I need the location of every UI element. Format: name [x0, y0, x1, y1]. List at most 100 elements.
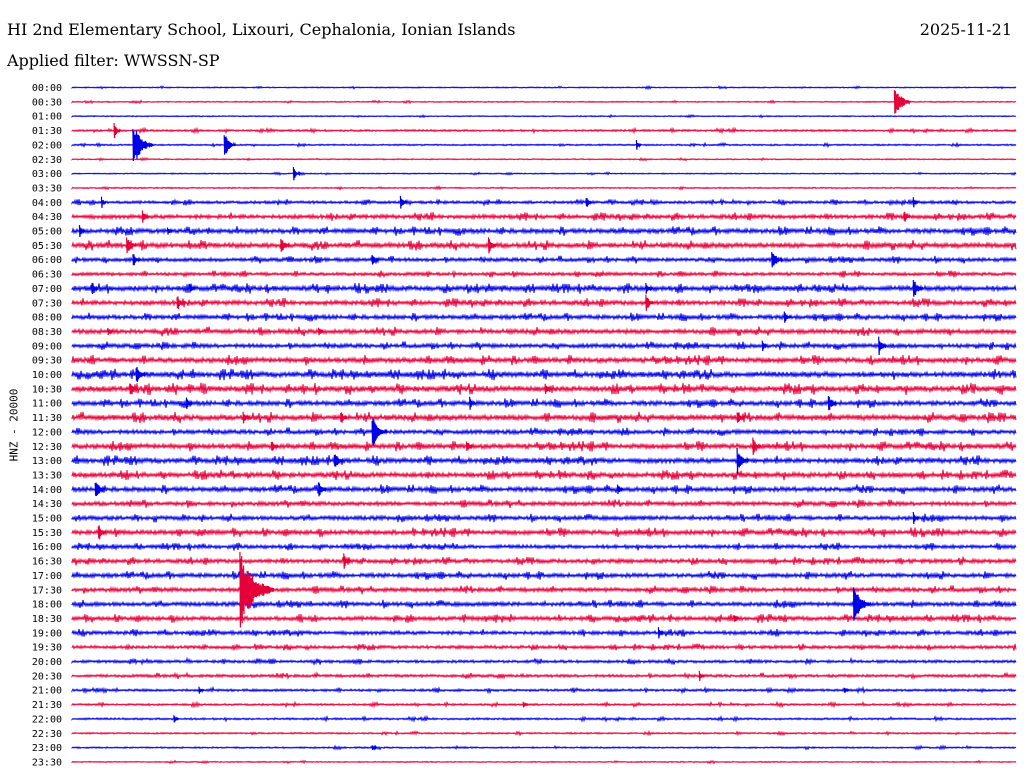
seismic-event — [912, 197, 919, 208]
trace-line — [71, 411, 1017, 424]
seismic-event — [733, 615, 740, 622]
seismic-event — [635, 140, 642, 150]
time-tick-label: 11:00 — [32, 399, 62, 410]
time-tick-label: 03:00 — [32, 169, 62, 180]
trace-line — [71, 239, 1017, 251]
seismic-event — [752, 437, 762, 455]
seismic-event — [843, 687, 850, 693]
station-title: HI 2nd Elementary School, Lixouri, Cepha… — [7, 20, 516, 39]
time-tick-label: 20:00 — [32, 657, 62, 668]
time-tick-label: 23:00 — [32, 743, 62, 754]
trace-line — [71, 714, 1017, 723]
time-tick-label: 22:00 — [32, 714, 62, 725]
seismic-event — [270, 441, 279, 451]
trace-line — [71, 499, 1017, 509]
trace-line — [71, 113, 1017, 119]
time-tick-label: 05:30 — [32, 241, 62, 252]
time-tick-label: 18:30 — [32, 614, 62, 625]
trace-line — [71, 455, 1017, 466]
seismic-event — [97, 525, 107, 540]
seismic-event — [399, 195, 408, 209]
time-tick-label: 15:00 — [32, 514, 62, 525]
time-tick-label: 00:00 — [32, 83, 62, 94]
seismic-event — [129, 383, 138, 395]
trace-line — [71, 427, 1017, 437]
time-tick-label: 18:00 — [32, 600, 62, 611]
seismic-event — [239, 551, 275, 628]
trace-line — [71, 382, 1017, 396]
time-tick-label: 05:00 — [32, 227, 62, 238]
seismic-event — [223, 135, 237, 155]
time-tick-label: 10:00 — [32, 370, 62, 381]
trace-line — [71, 469, 1017, 481]
seismic-event — [736, 412, 746, 423]
trace-line — [71, 197, 1017, 207]
trace-line — [71, 99, 1017, 105]
seismic-event — [135, 366, 147, 383]
trace-line — [71, 84, 1017, 91]
seismic-event — [585, 197, 593, 207]
time-tick-label: 02:00 — [32, 140, 62, 151]
trace-line — [71, 513, 1017, 523]
trace-line — [71, 398, 1017, 409]
seismic-event — [100, 196, 107, 208]
time-tick-label: 21:00 — [32, 686, 62, 697]
trace-line — [71, 171, 1017, 177]
seismic-event — [132, 254, 142, 266]
trace-line — [71, 700, 1017, 709]
seismic-event — [317, 482, 327, 497]
trace-line — [71, 759, 1017, 765]
time-tick-label: 02:30 — [32, 155, 62, 166]
seismic-event — [185, 397, 193, 409]
time-tick-label: 16:00 — [32, 542, 62, 553]
time-tick-label: 23:30 — [32, 757, 62, 768]
seismic-event — [317, 327, 325, 336]
time-tick-label: 04:00 — [32, 198, 62, 209]
time-tick-label: 15:30 — [32, 528, 62, 539]
time-tick-label: 04:30 — [32, 212, 62, 223]
trace-line — [71, 685, 1017, 695]
seismic-event — [878, 336, 887, 355]
trace-line — [71, 570, 1017, 580]
seismic-event — [469, 396, 477, 410]
trace-line — [71, 484, 1017, 495]
time-tick-label: 08:30 — [32, 327, 62, 338]
time-tick-label: 08:00 — [32, 313, 62, 324]
time-tick-label: 07:00 — [32, 284, 62, 295]
seismic-event — [783, 311, 792, 323]
seismic-event — [141, 210, 149, 223]
trace-line — [71, 542, 1017, 551]
seismic-event — [91, 282, 99, 294]
seismic-event — [912, 280, 924, 297]
time-tick-label: 03:30 — [32, 183, 62, 194]
trace-line — [71, 671, 1017, 681]
seismic-event — [465, 441, 474, 451]
seismic-event — [343, 553, 352, 569]
trace-line — [71, 527, 1017, 538]
trace-line — [71, 255, 1017, 264]
trace-line — [71, 126, 1017, 135]
trace-line — [71, 354, 1017, 366]
seismic-event — [126, 237, 137, 254]
seismic-event — [827, 396, 837, 411]
time-tick-label: 07:30 — [32, 298, 62, 309]
time-tick-label: 20:30 — [32, 671, 62, 682]
seismic-event — [242, 411, 251, 424]
seismic-event — [166, 227, 174, 235]
seismic-event — [522, 701, 529, 708]
seismic-event — [78, 225, 86, 237]
seismic-event — [280, 238, 290, 252]
seismic-event — [188, 284, 196, 293]
seismic-event — [698, 670, 705, 681]
trace-line — [71, 556, 1017, 566]
trace-line — [71, 440, 1017, 452]
time-tick-label: 19:00 — [32, 628, 62, 639]
seismic-event — [657, 627, 664, 639]
trace-line — [71, 141, 1017, 149]
seismic-event — [852, 587, 872, 621]
seismic-event — [94, 482, 106, 497]
trace-line — [71, 226, 1017, 236]
time-tick-label: 10:30 — [32, 384, 62, 395]
trace-line — [71, 341, 1017, 351]
